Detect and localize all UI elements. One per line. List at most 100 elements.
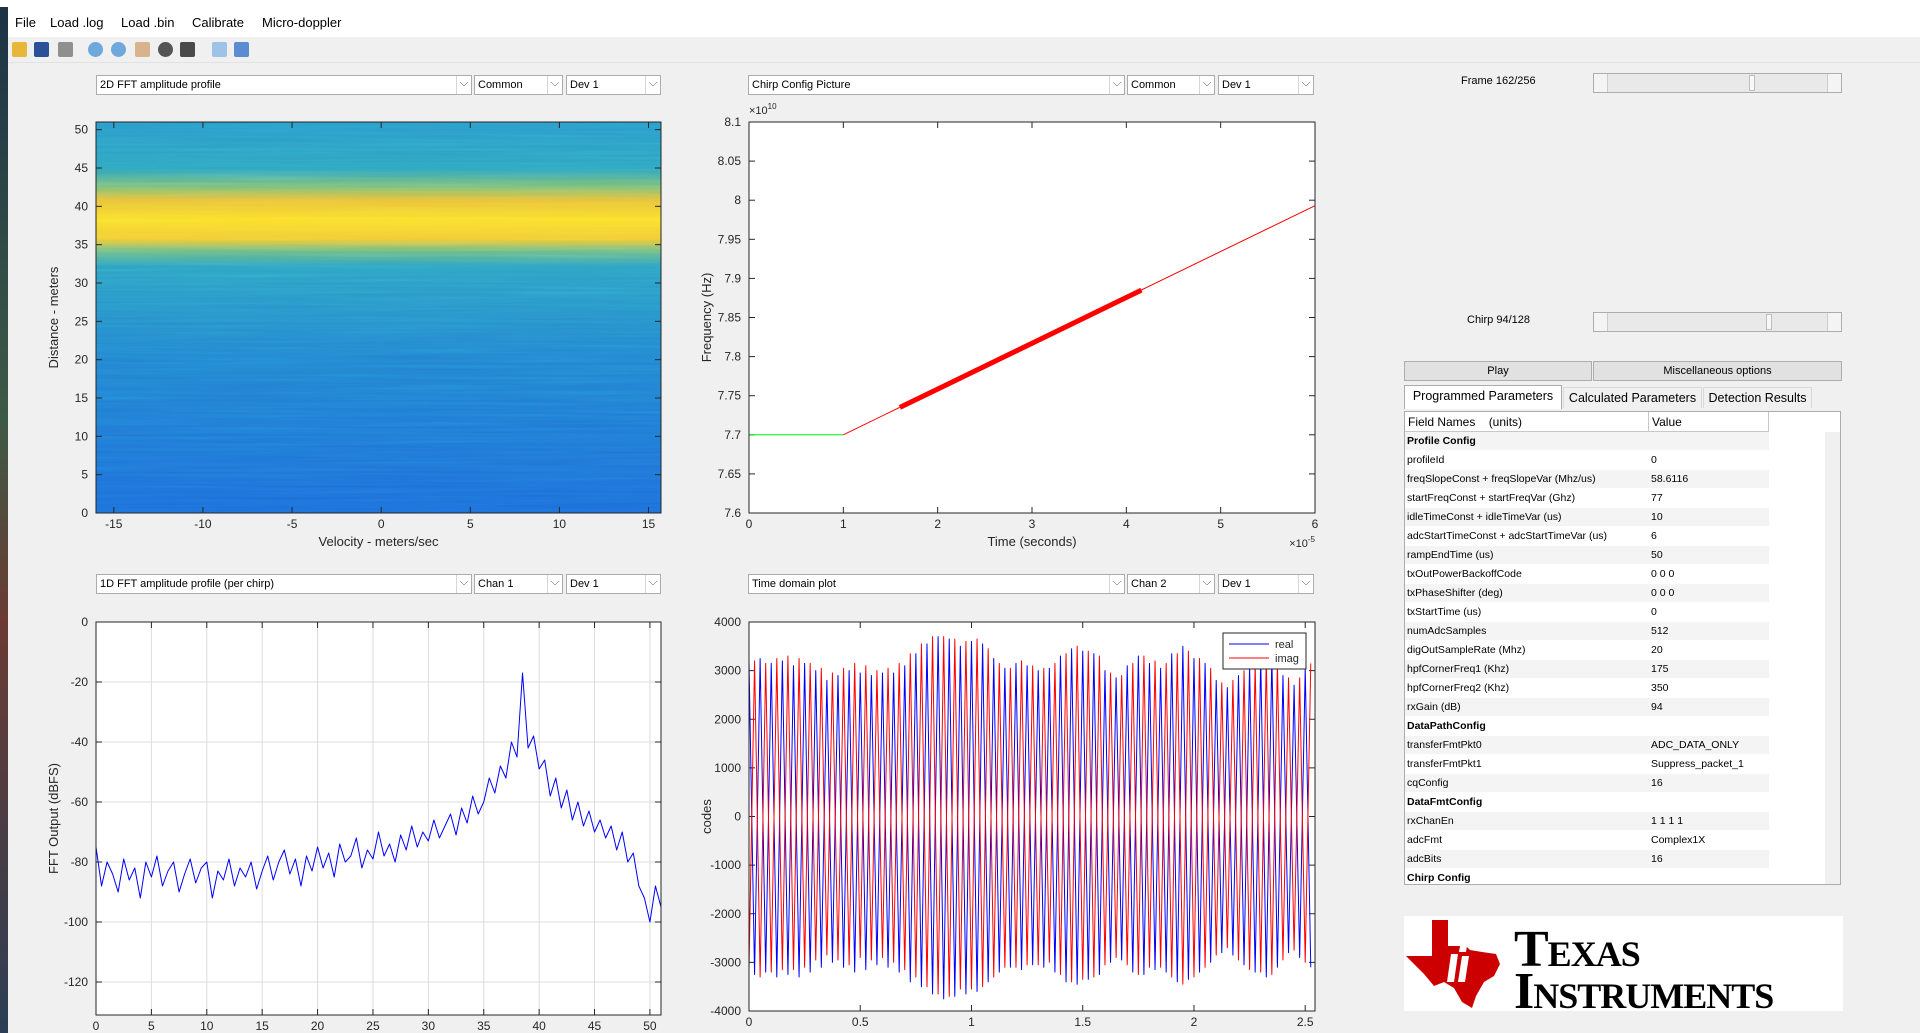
datacursor-icon[interactable] <box>180 42 195 57</box>
field-cell: idleTimeConst + idleTimeVar (us) <box>1405 508 1649 527</box>
x-tick-label: 50 <box>643 1019 657 1033</box>
y-tick-label: 7.9 <box>724 271 741 285</box>
colorbar-icon[interactable] <box>212 42 227 57</box>
play-button[interactable]: Play <box>1404 361 1592 381</box>
toolbar <box>8 38 1920 63</box>
dropdown[interactable]: Common <box>474 75 563 95</box>
x-tick-label: 10 <box>200 1019 214 1033</box>
field-cell: txOutPowerBackoffCode <box>1405 565 1649 584</box>
dropdown[interactable]: Dev 1 <box>1218 574 1314 594</box>
rotate-icon[interactable] <box>158 42 173 57</box>
column-header: Field Names (units) <box>1405 412 1649 432</box>
value-cell: 175 <box>1649 660 1769 679</box>
series-line <box>95 672 662 923</box>
y-tick-label: 8.1 <box>724 115 741 129</box>
multiplier-base: ×10 <box>1289 538 1308 550</box>
open-icon[interactable] <box>12 42 27 57</box>
field-cell: profileId <box>1405 451 1649 470</box>
x-tick-label: 30 <box>422 1019 436 1033</box>
x-tick-label: 6 <box>1312 517 1319 531</box>
field-cell: txStartTime (us) <box>1405 603 1649 622</box>
column-header: Value <box>1649 412 1769 432</box>
y-tick-label: 25 <box>75 314 89 328</box>
slider-left[interactable] <box>1594 313 1608 331</box>
dropdown[interactable]: Common <box>1127 75 1215 95</box>
x-tick-label: 5 <box>148 1019 155 1033</box>
field-cell: hpfCornerFreq1 (Khz) <box>1405 660 1649 679</box>
plot-area <box>96 622 661 1015</box>
field-cell: transferFmtPkt1 <box>1405 755 1649 774</box>
y-tick-label: 7.75 <box>718 389 742 403</box>
scrollbar[interactable] <box>1825 432 1840 884</box>
field-cell: txPhaseShifter (deg) <box>1405 584 1649 603</box>
field-cell: cqConfig <box>1405 774 1649 793</box>
dropdown[interactable]: 2D FFT amplitude profile <box>96 75 472 95</box>
axes-frame <box>95 621 662 1016</box>
chirp-slider[interactable] <box>1593 312 1842 332</box>
y-tick-label: 7.8 <box>724 350 741 364</box>
x-tick-label: 1 <box>968 1015 975 1029</box>
y-tick-label: -4000 <box>710 1004 741 1018</box>
dropdown[interactable]: Dev 1 <box>566 75 661 95</box>
x-tick-label: 35 <box>477 1019 491 1033</box>
value-cell: 0 <box>1649 603 1769 622</box>
legend-icon[interactable] <box>234 42 249 57</box>
y-tick-label: 40 <box>75 199 89 213</box>
y-tick-label: -60 <box>71 795 89 809</box>
menu-item[interactable]: Load .log <box>50 15 104 30</box>
dropdown[interactable]: Chirp Config Picture <box>748 75 1125 95</box>
heatmap-image <box>96 122 661 513</box>
value-cell <box>1649 793 1769 812</box>
x-tick-label: 10 <box>553 517 567 531</box>
title-bar <box>0 0 1920 7</box>
value-cell: 6 <box>1649 527 1769 546</box>
y-axis-label: FFT Output (dBFS) <box>46 763 61 874</box>
dropdown[interactable]: 1D FFT amplitude profile (per chirp) <box>96 574 472 594</box>
legend-box <box>1222 632 1307 670</box>
field-cell: startFreqConst + startFreqVar (Ghz) <box>1405 489 1649 508</box>
zoom-out-icon[interactable] <box>111 42 126 57</box>
print-icon[interactable] <box>58 42 73 57</box>
dropdown[interactable]: Time domain plot <box>748 574 1125 594</box>
y-axis-label: Frequency (Hz) <box>699 273 714 363</box>
x-tick-label: 5 <box>1217 517 1224 531</box>
slider-right[interactable] <box>1827 313 1841 331</box>
multiplier-exponent: 10 <box>768 102 777 111</box>
menu-item[interactable]: Micro-doppler <box>262 15 342 30</box>
menu-item[interactable]: File <box>15 15 36 30</box>
field-cell: hpfCornerFreq2 (Khz) <box>1405 679 1649 698</box>
dropdown[interactable]: Dev 1 <box>1218 75 1314 95</box>
field-cell: rxGain (dB) <box>1405 698 1649 717</box>
value-cell: 58.6116 <box>1649 470 1769 489</box>
menu-item[interactable]: Calibrate <box>192 15 245 30</box>
x-tick-label: 1.5 <box>1074 1015 1091 1029</box>
slider-left[interactable] <box>1594 74 1608 92</box>
misc-button[interactable]: Miscellaneous options <box>1593 361 1842 381</box>
slider-thumb[interactable] <box>1766 314 1772 330</box>
y-tick-label: 4000 <box>714 615 741 629</box>
tab[interactable]: Calculated Parameters <box>1563 387 1702 408</box>
plot-area <box>749 122 1315 513</box>
value-cell <box>1649 869 1769 884</box>
value-cell: 94 <box>1649 698 1769 717</box>
save-icon[interactable] <box>34 42 49 57</box>
menu-item[interactable]: Load .bin <box>121 15 175 30</box>
tab[interactable]: Detection Results <box>1703 387 1812 408</box>
series-line <box>898 287 1143 410</box>
dropdown[interactable]: Dev 1 <box>566 574 661 594</box>
dropdown[interactable]: Chan 2 <box>1127 574 1215 594</box>
dropdown[interactable]: Chan 1 <box>474 574 563 594</box>
frame-slider[interactable] <box>1593 73 1842 93</box>
value-cell: Suppress_packet_1 <box>1649 755 1769 774</box>
x-tick-label: 20 <box>311 1019 325 1033</box>
value-cell: 20 <box>1649 641 1769 660</box>
field-cell: adcFmt <box>1405 831 1649 850</box>
slider-thumb[interactable] <box>1749 75 1755 91</box>
multiplier-exponent: -5 <box>1308 535 1316 544</box>
pan-icon[interactable] <box>135 42 150 57</box>
slider-right[interactable] <box>1827 74 1841 92</box>
value-cell: 10 <box>1649 508 1769 527</box>
tab[interactable]: Programmed Parameters <box>1404 385 1562 409</box>
x-tick-label: 0 <box>746 1015 753 1029</box>
zoom-in-icon[interactable] <box>88 42 103 57</box>
